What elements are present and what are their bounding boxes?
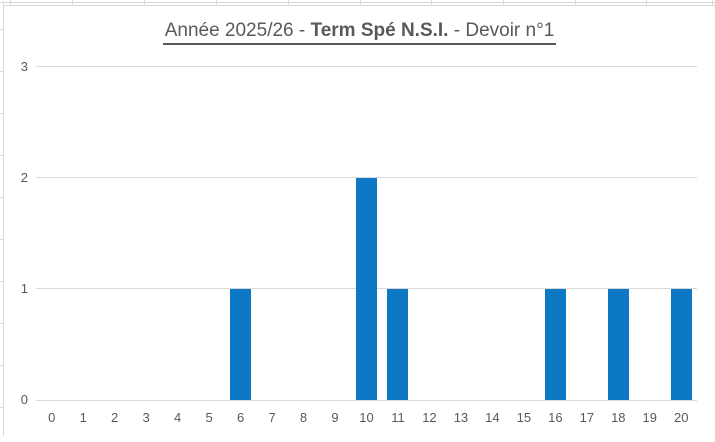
x-axis-label-9: 9 bbox=[331, 410, 339, 425]
spreadsheet-column-tick bbox=[575, 0, 576, 5]
spreadsheet-row-tick bbox=[0, 323, 4, 324]
spreadsheet-row-tick bbox=[0, 365, 4, 366]
x-axis-label-10: 10 bbox=[359, 410, 374, 425]
y-axis-label-2: 2 bbox=[20, 170, 28, 185]
x-axis: 0 1 2 3 4 5 6 7 8 9 10 11 12 13 14 15 16 17 18 19 20 bbox=[36, 408, 697, 428]
spreadsheet-row-tick bbox=[0, 239, 4, 240]
bar-grade-10 bbox=[356, 178, 377, 400]
spreadsheet-column-tick bbox=[72, 0, 73, 5]
spreadsheet-column-tick bbox=[144, 0, 145, 5]
x-axis-label-16: 16 bbox=[548, 410, 563, 425]
x-axis-label-18: 18 bbox=[611, 410, 626, 425]
x-axis-label-3: 3 bbox=[142, 410, 150, 425]
spreadsheet-row-tick bbox=[0, 29, 4, 30]
y-axis-label-1: 1 bbox=[20, 281, 28, 296]
bar-grade-16 bbox=[544, 289, 566, 400]
x-axis-label-17: 17 bbox=[579, 410, 595, 425]
gridline-y-3 bbox=[36, 66, 697, 67]
spreadsheet-column-tick bbox=[503, 0, 504, 5]
bar-grade-11 bbox=[387, 289, 409, 400]
title-year-segment: Année 2025/26 - bbox=[164, 20, 311, 41]
bar-grade-20 bbox=[670, 289, 692, 400]
spreadsheet-gridline-horizontal bbox=[0, 2, 715, 3]
spreadsheet-row-tick bbox=[0, 155, 4, 156]
bar-grade-18 bbox=[607, 289, 629, 400]
x-axis-label-7: 7 bbox=[268, 410, 276, 425]
spreadsheet-row-tick bbox=[0, 281, 4, 282]
y-axis-label-0: 0 bbox=[20, 392, 28, 407]
x-axis-label-0: 0 bbox=[48, 410, 56, 425]
spreadsheet-column-tick bbox=[288, 0, 289, 5]
y-axis-label-3: 3 bbox=[20, 59, 28, 74]
x-axis-label-8: 8 bbox=[299, 410, 308, 425]
spreadsheet-column-tick bbox=[10, 0, 11, 5]
spreadsheet-row-tick bbox=[0, 71, 4, 72]
plot-area bbox=[36, 66, 697, 401]
x-axis-label-6: 6 bbox=[236, 410, 245, 425]
spreadsheet-row-tick bbox=[0, 197, 4, 198]
spreadsheet-column-tick bbox=[216, 0, 217, 5]
x-axis-line bbox=[36, 400, 697, 401]
spreadsheet-gridline-vertical bbox=[3, 2, 4, 436]
title-assignment-segment: - Devoir n°1 bbox=[448, 20, 555, 41]
spreadsheet-row-tick bbox=[0, 113, 4, 114]
x-axis-label-19: 19 bbox=[642, 410, 658, 425]
spreadsheet-column-tick bbox=[646, 0, 647, 5]
chart-title-text: Année 2025/26 - Term Spé N.S.I. - Devoir… bbox=[162, 20, 557, 45]
x-axis-label-1: 1 bbox=[79, 410, 87, 425]
chart-title: Année 2025/26 - Term Spé N.S.I. - Devoir… bbox=[4, 20, 715, 45]
x-axis-label-12: 12 bbox=[422, 410, 437, 425]
bar-grade-6 bbox=[230, 289, 252, 400]
spreadsheet-column-tick bbox=[431, 0, 432, 5]
x-axis-label-5: 5 bbox=[205, 410, 213, 425]
gridline-y-2 bbox=[36, 177, 697, 178]
x-axis-label-13: 13 bbox=[453, 410, 469, 425]
x-axis-label-15: 15 bbox=[516, 410, 532, 425]
x-axis-label-11: 11 bbox=[391, 410, 405, 425]
x-axis-label-20: 20 bbox=[674, 410, 689, 425]
spreadsheet-column-tick bbox=[360, 0, 361, 5]
x-axis-label-2: 2 bbox=[111, 410, 119, 425]
x-axis-label-14: 14 bbox=[485, 410, 500, 425]
chart-frame: Année 2025/26 - Term Spé N.S.I. - Devoir… bbox=[4, 5, 715, 442]
title-class-segment: Term Spé N.S.I. bbox=[310, 20, 449, 41]
spreadsheet-row-tick bbox=[0, 407, 4, 408]
spreadsheet-column-tick bbox=[712, 0, 713, 5]
x-axis-label-4: 4 bbox=[174, 410, 182, 425]
